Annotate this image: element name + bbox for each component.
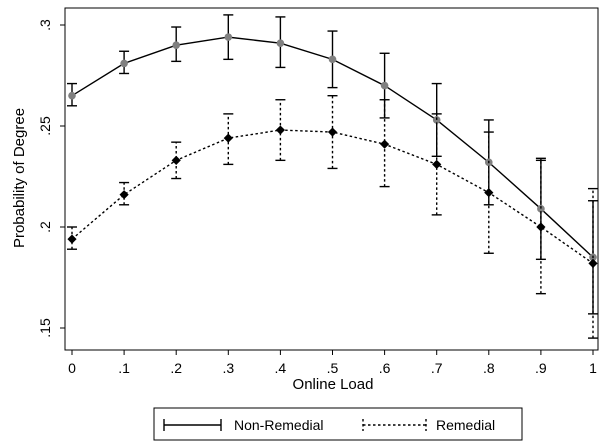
- x-tick-label: .6: [379, 360, 391, 376]
- x-tick-label: .1: [118, 360, 130, 376]
- data-point-marker: [380, 81, 389, 90]
- data-point-marker: [432, 159, 442, 169]
- data-point-marker: [120, 59, 128, 68]
- data-point-marker: [327, 127, 338, 137]
- legend-label: Remedial: [436, 417, 495, 433]
- data-point-marker: [380, 139, 390, 149]
- y-axis-label: Probability of Degree: [11, 108, 28, 248]
- data-point-marker: [171, 155, 181, 165]
- x-tick-label: .8: [483, 360, 495, 376]
- data-point-marker: [588, 258, 598, 268]
- legend: Non-Remedial Remedial: [153, 407, 523, 441]
- legend-box: [153, 407, 523, 441]
- data-point-marker: [67, 234, 77, 244]
- data-point-marker: [537, 205, 545, 213]
- data-point-marker: [68, 91, 76, 100]
- data-point-marker: [275, 125, 285, 135]
- x-tick-label: 1: [589, 360, 597, 376]
- plot-area: .15 .2 .25 .3 0 .1 .2 .3 .4 .5 .6 .7 .8 .9 1: [37, 7, 599, 376]
- data-point-marker: [223, 133, 233, 143]
- x-tick-label: .2: [170, 360, 182, 376]
- x-tick-label: .4: [275, 360, 287, 376]
- data-point-marker: [536, 222, 546, 232]
- data-point-marker: [432, 116, 441, 124]
- x-tick-label: .7: [431, 360, 443, 376]
- y-tick-label: .2: [37, 221, 53, 233]
- legend-label: Non-Remedial: [234, 417, 323, 433]
- series-remedial: [67, 94, 598, 339]
- x-axis-label: Online Load: [293, 376, 374, 393]
- data-point-marker: [484, 188, 494, 198]
- y-tick-label: .15: [37, 318, 53, 338]
- data-point-marker: [172, 41, 180, 49]
- y-tick-label: .3: [37, 19, 53, 31]
- data-point-marker: [119, 190, 129, 200]
- x-tick-label: 0: [68, 360, 76, 376]
- data-point-marker: [276, 39, 285, 47]
- x-tick-label: .9: [535, 360, 547, 376]
- x-tick-label: .3: [222, 360, 234, 376]
- data-point-marker: [224, 33, 233, 41]
- x-tick-label: .5: [327, 360, 339, 376]
- data-point-marker: [328, 55, 337, 64]
- y-tick-label: .25: [37, 116, 53, 136]
- plot-frame: [64, 7, 599, 351]
